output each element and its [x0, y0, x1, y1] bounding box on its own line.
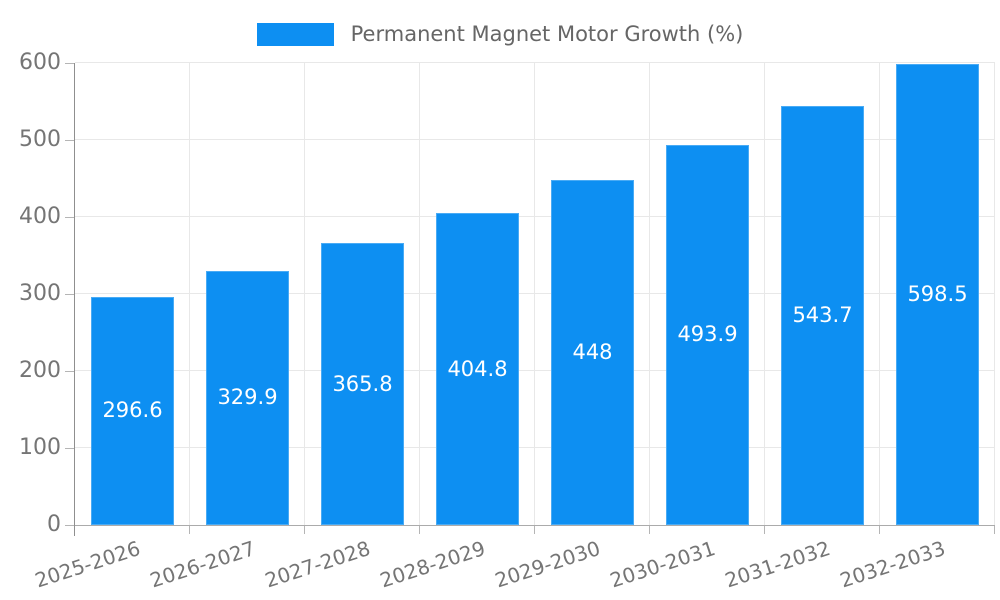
bar-value-label: 329.9: [217, 385, 278, 410]
x-axis-line: [75, 525, 995, 526]
gridline-v: [764, 63, 765, 525]
x-tick-mark: [419, 525, 420, 534]
bar-value-label: 598.5: [907, 282, 968, 307]
x-tick-mark: [534, 525, 535, 534]
y-tick-label: 0: [47, 512, 61, 537]
y-tick-label: 200: [19, 358, 61, 383]
bar: 404.8: [436, 213, 519, 525]
x-tick-label: 2028-2029: [377, 536, 489, 593]
bar-value-label: 365.8: [332, 371, 393, 396]
y-tick-label: 100: [19, 435, 61, 460]
gridline-v: [649, 63, 650, 525]
bar-value-label: 448: [572, 340, 613, 365]
y-tick-mark: [65, 371, 75, 372]
bar-value-label: 493.9: [677, 322, 738, 347]
y-tick-mark: [65, 63, 75, 64]
gridline-v: [534, 63, 535, 525]
gridline-v: [304, 63, 305, 525]
x-tick-label: 2030-2031: [607, 536, 719, 593]
x-tick-mark: [879, 525, 880, 534]
y-tick-mark: [65, 140, 75, 141]
x-tick-mark: [649, 525, 650, 534]
bar: 296.6: [91, 296, 174, 525]
bar-value-label: 543.7: [792, 303, 853, 328]
bar: 493.9: [666, 144, 749, 525]
x-tick-label: 2031-2032: [722, 536, 834, 593]
x-tick-mark: [994, 525, 995, 534]
gridline-h: [75, 293, 995, 294]
bar: 598.5: [896, 64, 979, 525]
x-tick-label: 2032-2033: [837, 536, 949, 593]
gridline-v: [189, 63, 190, 525]
gridline-v: [994, 63, 995, 525]
bar-value-label: 404.8: [447, 356, 508, 381]
plot-area: 296.6 329.9 365.8 404.8 448 493.9 543.7 598.5: [74, 62, 995, 536]
y-tick-mark: [65, 525, 75, 526]
gridline-h: [75, 139, 995, 140]
bar-value-label: 296.6: [102, 398, 163, 423]
bar: 543.7: [781, 106, 864, 525]
gridline-h: [75, 370, 995, 371]
gridline-h: [75, 216, 995, 217]
x-tick-label: 2025-2026: [32, 536, 144, 593]
legend-swatch: [256, 22, 334, 46]
x-tick-mark: [764, 525, 765, 534]
gridline-h: [75, 447, 995, 448]
bar: 365.8: [321, 243, 404, 525]
x-tick-mark: [304, 525, 305, 534]
bar: 329.9: [206, 270, 289, 525]
y-tick-label: 300: [19, 281, 61, 306]
y-tick-label: 600: [19, 50, 61, 75]
x-tick-label: 2026-2027: [147, 536, 259, 593]
y-tick-label: 400: [19, 204, 61, 229]
gridline-h: [75, 62, 995, 63]
y-tick-mark: [65, 217, 75, 218]
gridline-v: [879, 63, 880, 525]
bar: 448: [551, 180, 634, 525]
x-tick-label: 2027-2028: [262, 536, 374, 593]
x-tick-mark: [189, 525, 190, 534]
y-tick-label: 500: [19, 127, 61, 152]
legend-label: Permanent Magnet Motor Growth (%): [350, 22, 744, 46]
legend: Permanent Magnet Motor Growth (%): [0, 21, 1000, 47]
y-tick-mark: [65, 294, 75, 295]
x-tick-label: 2029-2030: [492, 536, 604, 593]
y-tick-mark: [65, 448, 75, 449]
y-axis-line: [74, 63, 75, 536]
gridline-v: [419, 63, 420, 525]
